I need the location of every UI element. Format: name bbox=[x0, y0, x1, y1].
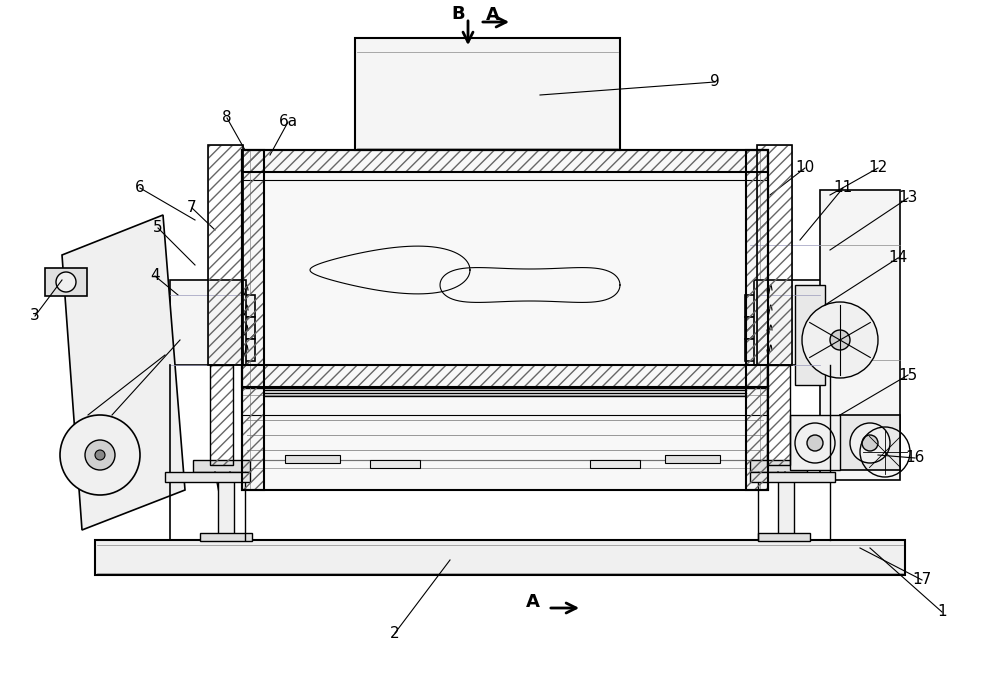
Text: 12: 12 bbox=[868, 160, 888, 175]
Text: 2: 2 bbox=[390, 625, 400, 640]
Bar bbox=[242, 150, 768, 172]
Text: 16: 16 bbox=[905, 450, 925, 466]
Bar bbox=[767, 365, 790, 465]
Text: 4: 4 bbox=[150, 268, 160, 284]
Bar bbox=[778, 473, 794, 540]
Bar bbox=[757, 145, 792, 365]
Bar bbox=[180, 339, 255, 361]
Text: 3: 3 bbox=[30, 309, 40, 324]
Circle shape bbox=[795, 423, 835, 463]
Bar bbox=[242, 150, 264, 490]
Bar bbox=[242, 150, 264, 490]
Bar bbox=[750, 460, 807, 472]
Bar bbox=[820, 190, 900, 480]
Bar bbox=[45, 268, 87, 296]
Bar bbox=[95, 540, 905, 575]
Bar bbox=[665, 455, 720, 463]
Text: 17: 17 bbox=[912, 572, 932, 588]
Bar bbox=[180, 295, 255, 317]
Text: 9: 9 bbox=[710, 75, 720, 90]
Text: 10: 10 bbox=[795, 160, 815, 175]
Bar bbox=[370, 460, 420, 468]
Bar bbox=[285, 455, 340, 463]
Circle shape bbox=[60, 415, 140, 495]
Bar bbox=[763, 295, 802, 361]
Bar bbox=[840, 415, 900, 470]
Bar bbox=[180, 317, 255, 339]
Circle shape bbox=[862, 435, 878, 451]
Circle shape bbox=[802, 302, 878, 378]
Text: 15: 15 bbox=[898, 367, 918, 383]
Bar bbox=[746, 150, 768, 490]
Text: A: A bbox=[486, 6, 500, 24]
Bar bbox=[242, 150, 768, 172]
Bar bbox=[790, 415, 840, 470]
Bar bbox=[745, 295, 820, 317]
Bar bbox=[355, 38, 620, 150]
Circle shape bbox=[85, 440, 115, 470]
Bar bbox=[200, 533, 252, 541]
Bar bbox=[242, 365, 768, 387]
Text: 6: 6 bbox=[135, 181, 145, 195]
Circle shape bbox=[95, 450, 105, 460]
Circle shape bbox=[830, 330, 850, 350]
Circle shape bbox=[56, 272, 76, 292]
Bar bbox=[750, 472, 835, 482]
Bar bbox=[758, 533, 810, 541]
Bar bbox=[745, 339, 820, 361]
Text: 1: 1 bbox=[937, 605, 947, 619]
Bar bbox=[193, 460, 250, 472]
Bar bbox=[165, 472, 250, 482]
Bar bbox=[746, 150, 768, 490]
Bar bbox=[590, 460, 640, 468]
Bar bbox=[242, 365, 768, 387]
Polygon shape bbox=[62, 215, 185, 530]
Bar bbox=[767, 365, 790, 465]
Text: 7: 7 bbox=[187, 200, 197, 216]
Bar bbox=[170, 280, 246, 365]
Text: A: A bbox=[526, 593, 540, 611]
Bar bbox=[770, 288, 782, 296]
Circle shape bbox=[850, 423, 890, 463]
Bar bbox=[210, 365, 233, 465]
Text: 13: 13 bbox=[898, 191, 918, 206]
Bar bbox=[208, 145, 243, 365]
Text: 8: 8 bbox=[222, 111, 232, 125]
Bar bbox=[754, 280, 830, 365]
Bar bbox=[757, 145, 792, 365]
Circle shape bbox=[807, 435, 823, 451]
Bar bbox=[208, 145, 243, 365]
Bar bbox=[210, 365, 233, 465]
Bar bbox=[218, 288, 230, 296]
Bar bbox=[242, 150, 768, 490]
Text: 6a: 6a bbox=[278, 115, 298, 129]
Text: 14: 14 bbox=[888, 251, 908, 266]
Text: 5: 5 bbox=[153, 220, 163, 235]
Bar bbox=[795, 285, 825, 385]
Bar bbox=[198, 295, 237, 361]
Bar bbox=[745, 317, 820, 339]
Text: 11: 11 bbox=[833, 181, 853, 195]
Bar bbox=[218, 473, 234, 540]
Text: B: B bbox=[451, 5, 465, 23]
